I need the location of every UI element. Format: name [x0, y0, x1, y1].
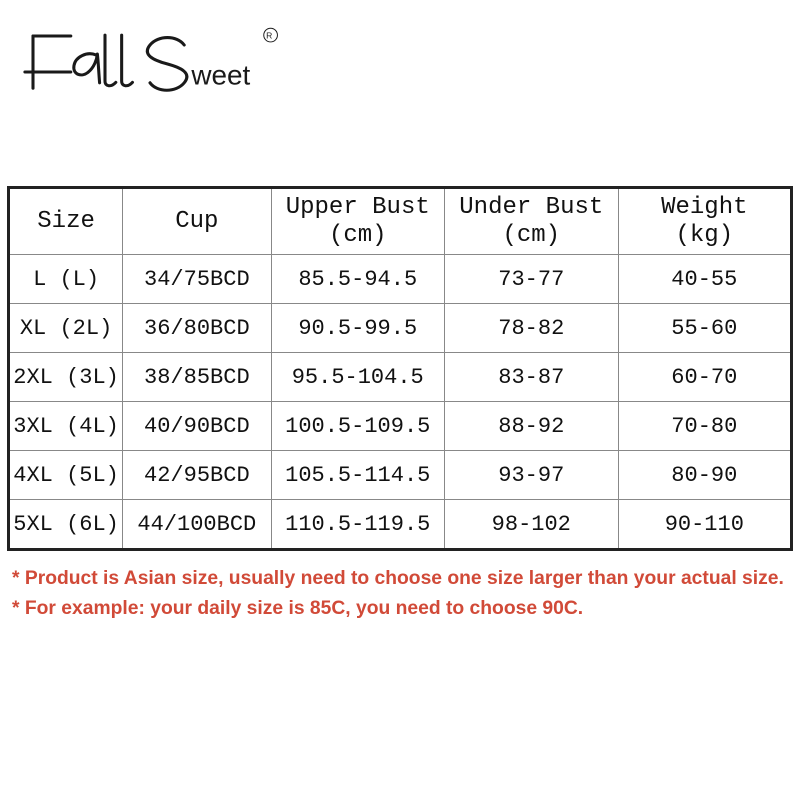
svg-text:R: R	[266, 30, 272, 40]
svg-text:weet: weet	[190, 60, 250, 91]
